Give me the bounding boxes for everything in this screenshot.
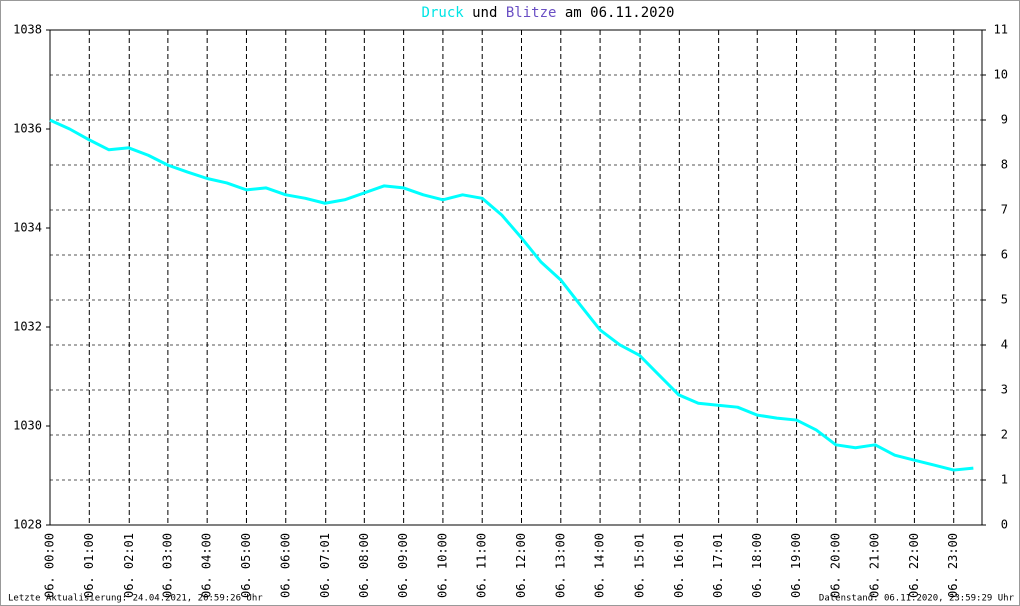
x-tick-label: 06. 08:00 (357, 533, 371, 598)
x-tick-label: 06. 01:00 (82, 533, 96, 598)
y2-tick-label: 3 (1001, 383, 1008, 397)
x-tick-label: 06. 16:01 (672, 533, 686, 598)
y2-tick-label: 8 (1001, 158, 1008, 172)
x-tick-label: 06. 05:00 (239, 533, 253, 598)
x-tick-label: 06. 09:00 (396, 533, 410, 598)
y2-tick-label: 10 (994, 68, 1008, 82)
x-tick-label: 06. 12:00 (514, 533, 528, 598)
y-tick-label: 1036 (13, 122, 42, 136)
x-tick-label: 06. 07:01 (318, 533, 332, 598)
y2-tick-label: 11 (994, 23, 1008, 37)
y-tick-label: 1034 (13, 221, 42, 235)
x-tick-label: 06. 02:01 (122, 533, 136, 598)
x-tick-label: 06. 14:00 (593, 533, 607, 598)
x-tick-label: 06. 23:00 (946, 533, 960, 598)
footer-left: Letzte Aktualisierung: 24.04.2021, 20:59… (8, 594, 263, 604)
x-tick-label: 06. 13:00 (553, 533, 567, 598)
y-tick-label: 1028 (13, 518, 42, 532)
title-part: am 06.11.2020 (565, 5, 675, 21)
title-part: und (472, 5, 497, 21)
y2-tick-label: 9 (1001, 113, 1008, 127)
y2-tick-label: 5 (1001, 293, 1008, 307)
y2-tick-label: 2 (1001, 428, 1008, 442)
x-tick-label: 06. 22:00 (907, 533, 921, 598)
y2-tick-label: 6 (1001, 248, 1008, 262)
title-part: Druck (422, 5, 465, 21)
x-tick-label: 06. 17:01 (711, 533, 725, 598)
y2-tick-label: 0 (1001, 518, 1008, 532)
title-part: Blitze (506, 5, 557, 21)
y2-tick-label: 7 (1001, 203, 1008, 217)
x-tick-label: 06. 11:00 (475, 533, 489, 598)
y2-tick-label: 4 (1001, 338, 1008, 352)
y-tick-label: 1030 (13, 419, 42, 433)
y2-tick-label: 1 (1001, 473, 1008, 487)
footer-right: Datenstand: 06.11.2020, 23:59:29 Uhr (819, 594, 1015, 604)
chart-title: Druck und Blitze am 06.11.2020 (422, 5, 675, 21)
x-tick-label: 06. 10:00 (435, 533, 449, 598)
x-tick-label: 06. 15:01 (633, 533, 647, 598)
x-tick-label: 06. 21:00 (868, 533, 882, 598)
x-tick-label: 06. 06:00 (278, 533, 292, 598)
x-tick-label: 06. 20:00 (828, 533, 842, 598)
y-tick-label: 1032 (13, 320, 42, 334)
x-tick-label: 06. 03:00 (160, 533, 174, 598)
y-tick-label: 1038 (13, 23, 42, 37)
x-tick-label: 06. 19:00 (789, 533, 803, 598)
x-tick-label: 06. 18:00 (750, 533, 764, 598)
x-tick-label: 06. 00:00 (43, 533, 57, 598)
x-tick-label: 06. 04:00 (200, 533, 214, 598)
data-line (49, 118, 974, 472)
